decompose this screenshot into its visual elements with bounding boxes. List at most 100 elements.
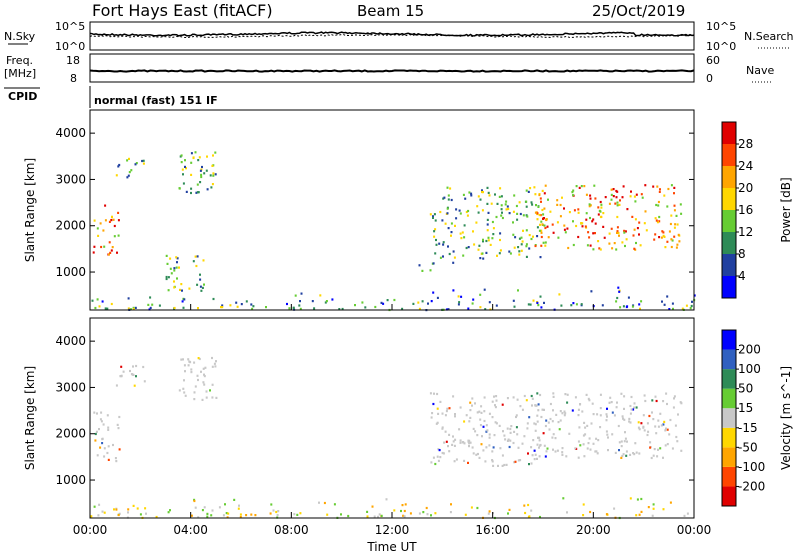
- y-tick-label: 2000: [55, 427, 86, 441]
- heatmap-cell: [133, 384, 136, 387]
- heatmap-cell: [512, 441, 515, 445]
- heatmap-cell: [661, 300, 663, 303]
- heatmap-cell: [599, 200, 602, 204]
- heatmap-cell: [665, 392, 668, 395]
- heatmap-cell: [403, 509, 406, 513]
- colorbar-tick-label: -15: [738, 421, 758, 435]
- heatmap-cell: [483, 288, 486, 291]
- colorbar-swatch: [722, 254, 736, 276]
- heatmap-cell: [547, 236, 550, 239]
- heatmap-cell: [486, 202, 489, 205]
- heatmap-cell: [662, 456, 664, 459]
- heatmap-cell: [197, 378, 199, 382]
- heatmap-cell: [436, 407, 439, 410]
- heatmap-cell: [585, 212, 588, 215]
- heatmap-cell: [575, 303, 578, 306]
- heatmap-cell: [506, 205, 509, 208]
- heatmap-cell: [639, 307, 641, 310]
- heatmap-cell: [592, 232, 595, 235]
- heatmap-cell: [501, 211, 503, 214]
- heatmap-cell: [475, 453, 478, 456]
- heatmap-cell: [646, 433, 649, 437]
- heatmap-cell: [471, 446, 474, 449]
- heatmap-cell: [476, 411, 479, 414]
- heatmap-cell: [198, 357, 201, 361]
- heatmap-cell: [623, 231, 626, 234]
- heatmap-cell: [441, 219, 444, 222]
- heatmap-cell: [115, 384, 118, 387]
- heatmap-cell: [619, 199, 621, 202]
- heatmap-cell: [653, 238, 656, 241]
- nsky-trace: [89, 31, 695, 37]
- heatmap-cell: [431, 412, 434, 415]
- heatmap-cell: [539, 393, 542, 397]
- heatmap-cell: [433, 392, 435, 395]
- heatmap-cell: [436, 421, 439, 424]
- heatmap-cell: [488, 412, 491, 415]
- heatmap-cell: [127, 297, 130, 300]
- heatmap-cell: [99, 446, 102, 449]
- heatmap-cell: [536, 443, 539, 446]
- heatmap-cell: [169, 257, 172, 260]
- heatmap-cell: [142, 162, 145, 165]
- heatmap-cell: [539, 256, 542, 259]
- heatmap-cell: [340, 513, 342, 516]
- heatmap-cell: [91, 299, 94, 302]
- heatmap-cell: [528, 247, 531, 250]
- colorbar-tick-label: 16: [738, 203, 753, 217]
- heatmap-cell: [373, 515, 376, 518]
- heatmap-cell: [600, 203, 603, 206]
- heatmap-cell: [624, 244, 626, 248]
- heatmap-cell: [522, 229, 524, 232]
- heatmap-cell: [107, 426, 110, 429]
- heatmap-cell: [467, 246, 470, 249]
- heatmap-cell: [658, 220, 661, 223]
- heatmap-cell: [505, 208, 508, 211]
- heatmap-cell: [505, 200, 508, 203]
- heatmap-cell: [674, 424, 677, 427]
- heatmap-cell: [485, 430, 488, 433]
- heatmap-cell: [627, 296, 630, 299]
- heatmap-cell: [215, 396, 218, 399]
- heatmap-cell: [543, 207, 546, 210]
- heatmap-cell: [533, 458, 536, 461]
- heatmap-cell: [640, 510, 643, 513]
- heatmap-cell: [147, 303, 150, 306]
- heatmap-cell: [658, 236, 661, 239]
- heatmap-cell: [581, 225, 584, 228]
- colorbar-tick-label: 50: [738, 382, 753, 396]
- heatmap-cell: [459, 439, 462, 442]
- heatmap-cell: [182, 173, 184, 176]
- heatmap-cell: [654, 395, 657, 398]
- heatmap-cell: [454, 224, 456, 227]
- heatmap-cell: [561, 447, 564, 450]
- heatmap-cell: [366, 510, 369, 513]
- heatmap-cell: [543, 192, 546, 195]
- heatmap-cell: [664, 429, 667, 432]
- heatmap-cell: [516, 433, 519, 436]
- heatmap-cell: [536, 235, 539, 238]
- noise-right-tick-bottom: 10^0: [706, 40, 736, 53]
- heatmap-cell: [333, 503, 336, 506]
- heatmap-cell: [118, 163, 121, 167]
- heatmap-cell: [205, 390, 208, 393]
- heatmap-cell: [582, 443, 585, 446]
- heatmap-cell: [597, 439, 600, 442]
- heatmap-cell: [656, 185, 659, 188]
- heatmap-cell: [459, 406, 462, 409]
- heatmap-cell: [530, 462, 533, 465]
- heatmap-cell: [132, 307, 135, 311]
- heatmap-cell: [182, 182, 185, 185]
- heatmap-cell: [552, 395, 555, 398]
- heatmap-cell: [618, 441, 621, 444]
- heatmap-cell: [494, 421, 497, 424]
- heatmap-cell: [144, 507, 147, 510]
- heatmap-cell: [654, 425, 657, 428]
- freq-trace: [89, 69, 695, 73]
- date-label: 25/Oct/2019: [592, 2, 685, 20]
- heatmap-cell: [577, 414, 580, 417]
- heatmap-cell: [117, 234, 120, 237]
- heatmap-cell: [472, 427, 475, 430]
- heatmap-cell: [657, 200, 660, 204]
- heatmap-cell: [108, 241, 111, 244]
